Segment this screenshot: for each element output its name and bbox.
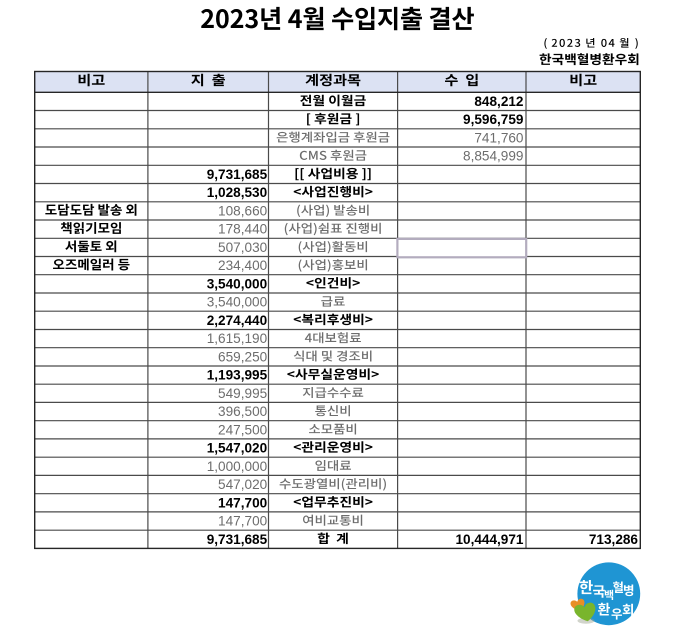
svg-text:234,400: 234,400 xyxy=(218,258,268,273)
svg-text:9,731,685: 9,731,685 xyxy=(207,532,268,547)
svg-text:2,274,440: 2,274,440 xyxy=(207,313,267,328)
svg-text:3,540,000: 3,540,000 xyxy=(207,276,267,291)
svg-text:8,854,999: 8,854,999 xyxy=(463,149,523,164)
svg-text:9,731,685: 9,731,685 xyxy=(207,167,268,182)
svg-text:3,540,000: 3,540,000 xyxy=(207,295,268,310)
svg-text:147,700: 147,700 xyxy=(218,495,267,510)
svg-text:10,444,971: 10,444,971 xyxy=(455,532,523,547)
svg-text:1,000,000: 1,000,000 xyxy=(207,459,268,474)
svg-text:549,995: 549,995 xyxy=(218,386,267,401)
svg-text:741,760: 741,760 xyxy=(474,130,524,145)
svg-text:848,212: 848,212 xyxy=(474,94,524,109)
svg-text:147,700: 147,700 xyxy=(218,514,268,529)
svg-text:1,547,020: 1,547,020 xyxy=(207,441,267,456)
svg-text:1,028,530: 1,028,530 xyxy=(207,185,267,200)
svg-text:713,286: 713,286 xyxy=(589,532,639,547)
svg-text:178,440: 178,440 xyxy=(218,222,268,237)
svg-text:9,596,759: 9,596,759 xyxy=(463,112,524,127)
svg-text:659,250: 659,250 xyxy=(218,349,268,364)
svg-text:1,193,995: 1,193,995 xyxy=(207,368,268,383)
svg-text:396,500: 396,500 xyxy=(218,404,268,419)
svg-text:1,615,190: 1,615,190 xyxy=(207,331,268,346)
svg-text:507,030: 507,030 xyxy=(218,240,268,255)
svg-text:108,660: 108,660 xyxy=(218,203,268,218)
svg-text:247,500: 247,500 xyxy=(218,422,268,437)
svg-text:547,020: 547,020 xyxy=(218,477,268,492)
